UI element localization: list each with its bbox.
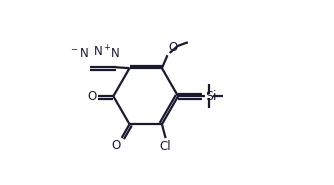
Text: O: O: [168, 41, 177, 54]
Text: Cl: Cl: [160, 140, 171, 153]
Text: N: N: [111, 47, 120, 60]
Text: N$\mathregular{^+}$: N$\mathregular{^+}$: [93, 45, 111, 60]
Text: O: O: [112, 139, 121, 152]
Text: $\mathregular{^-}$N: $\mathregular{^-}$N: [69, 47, 89, 60]
Text: Si: Si: [205, 90, 217, 103]
Text: O: O: [88, 90, 97, 103]
